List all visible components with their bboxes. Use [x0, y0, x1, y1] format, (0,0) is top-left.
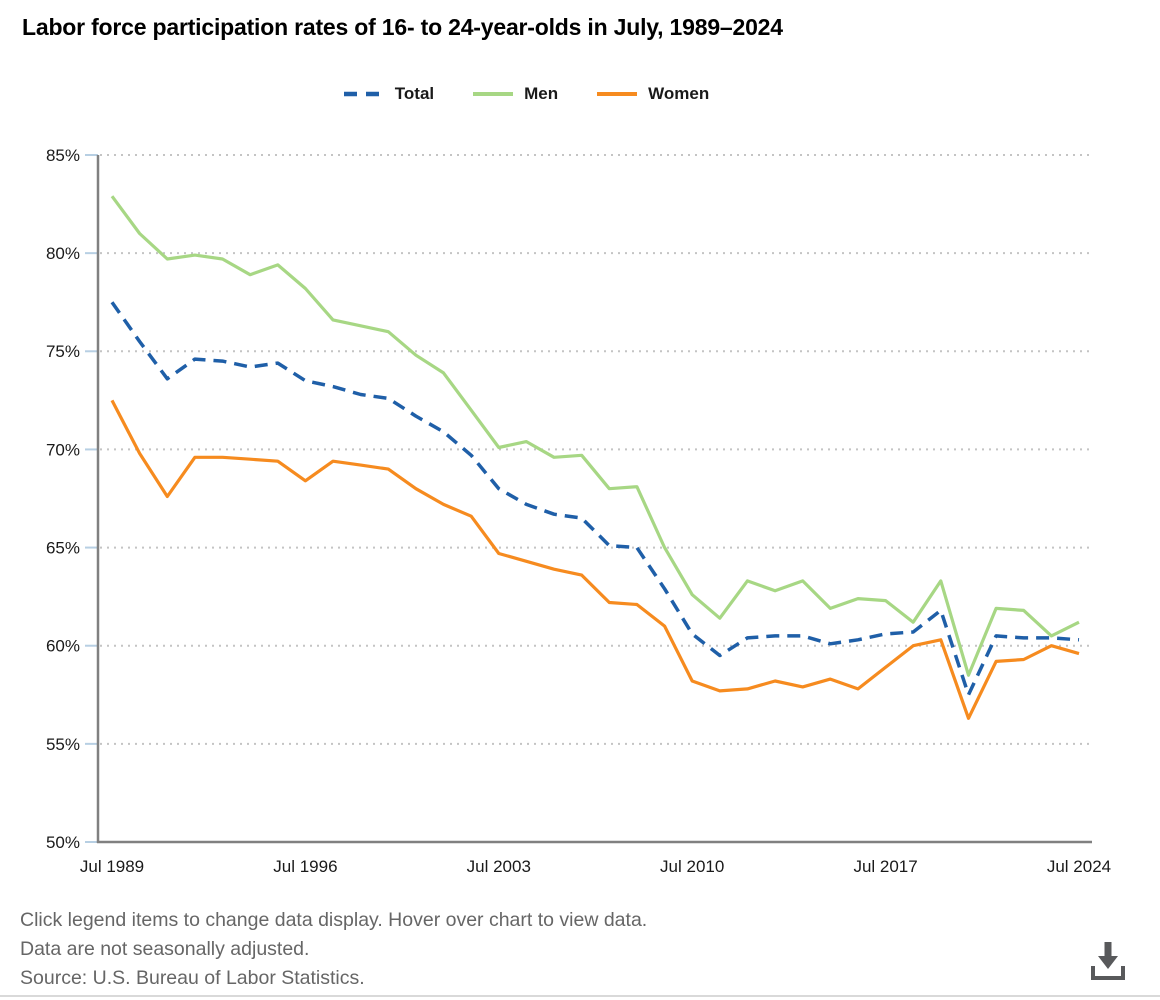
download-icon [1091, 942, 1125, 980]
chart-legend: Total Men Women [0, 84, 1052, 104]
legend-swatch-men [473, 92, 514, 96]
legend-swatch-women [597, 92, 638, 96]
chart-title: Labor force participation rates of 16- t… [22, 14, 783, 40]
series-line-women[interactable] [110, 399, 1080, 720]
series-line-total[interactable] [110, 301, 1080, 697]
y-axis-label: 65% [46, 539, 80, 558]
footnote-source: Source: U.S. Bureau of Labor Statistics. [20, 967, 365, 989]
series-line-men[interactable] [110, 195, 1080, 677]
x-axis-label: Jul 2003 [467, 857, 531, 876]
x-axis-label: Jul 1996 [273, 857, 337, 876]
legend-label: Men [524, 84, 559, 103]
y-axis-label: 55% [46, 735, 80, 754]
legend-item-total[interactable]: Total [343, 84, 434, 104]
bottom-divider [0, 995, 1160, 997]
x-axis-label: Jul 2010 [660, 857, 724, 876]
y-axis-label: 80% [46, 244, 80, 263]
y-axis-label: 75% [46, 342, 80, 361]
y-axis-label: 60% [46, 637, 80, 656]
chart-footnotes: Click legend items to change data displa… [20, 906, 647, 993]
footnote-interaction-hint: Click legend items to change data displa… [20, 909, 648, 931]
x-axis-label: Jul 1989 [80, 857, 144, 876]
y-axis-label: 50% [46, 833, 80, 852]
y-axis-label: 85% [46, 146, 80, 165]
legend-item-men[interactable]: Men [472, 84, 558, 104]
legend-label: Women [648, 84, 710, 103]
legend-item-women[interactable]: Women [596, 84, 709, 104]
x-axis-label: Jul 2017 [853, 857, 917, 876]
y-axis-label: 70% [46, 440, 80, 459]
download-button[interactable] [1086, 938, 1130, 984]
legend-label: Total [394, 84, 435, 103]
footnote-seasonal-adjustment: Data are not seasonally adjusted. [20, 938, 310, 960]
legend-swatch-total [343, 91, 384, 97]
x-axis-label: Jul 2024 [1047, 857, 1111, 876]
